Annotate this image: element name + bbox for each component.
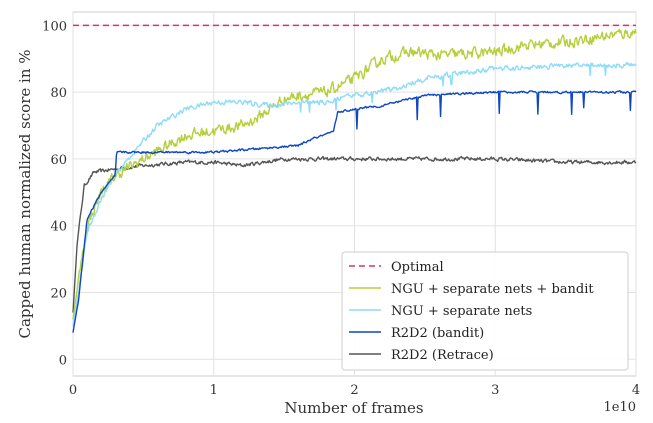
legend-label: NGU + separate nets + bandit [391, 282, 594, 297]
x-tick-label: 3 [491, 383, 499, 398]
x-tick-label: 2 [350, 383, 358, 398]
y-tick-label: 60 [50, 153, 67, 168]
series-line [72, 28, 637, 320]
legend: Optimal NGU + separate nets + bandit NGU +… [341, 251, 629, 371]
series-layer [72, 24, 637, 333]
x-tick-label: 4 [632, 383, 640, 398]
legend-label: R2D2 (bandit) [391, 326, 484, 341]
legend-label: R2D2 (Retrace) [391, 348, 494, 363]
y-tick-label: 40 [50, 220, 67, 235]
series-line [72, 90, 637, 333]
legend-label: Optimal [391, 260, 444, 275]
x-axis-label: Number of frames [284, 399, 423, 417]
x-tick-label: 1 [210, 383, 218, 398]
y-tick-label: 0 [59, 353, 67, 368]
series-line [72, 61, 637, 327]
legend-label: NGU + separate nets [391, 304, 532, 319]
x-multiplier-label: 1e10 [603, 400, 636, 415]
legend-box [341, 251, 629, 371]
y-tick-label: 20 [50, 287, 67, 302]
series-line [72, 155, 637, 313]
x-tick-label: 0 [69, 383, 77, 398]
y-tick-label: 100 [42, 19, 67, 34]
y-axis-label: Capped human normalized score in % [16, 50, 34, 339]
y-tick-label: 80 [50, 86, 67, 101]
